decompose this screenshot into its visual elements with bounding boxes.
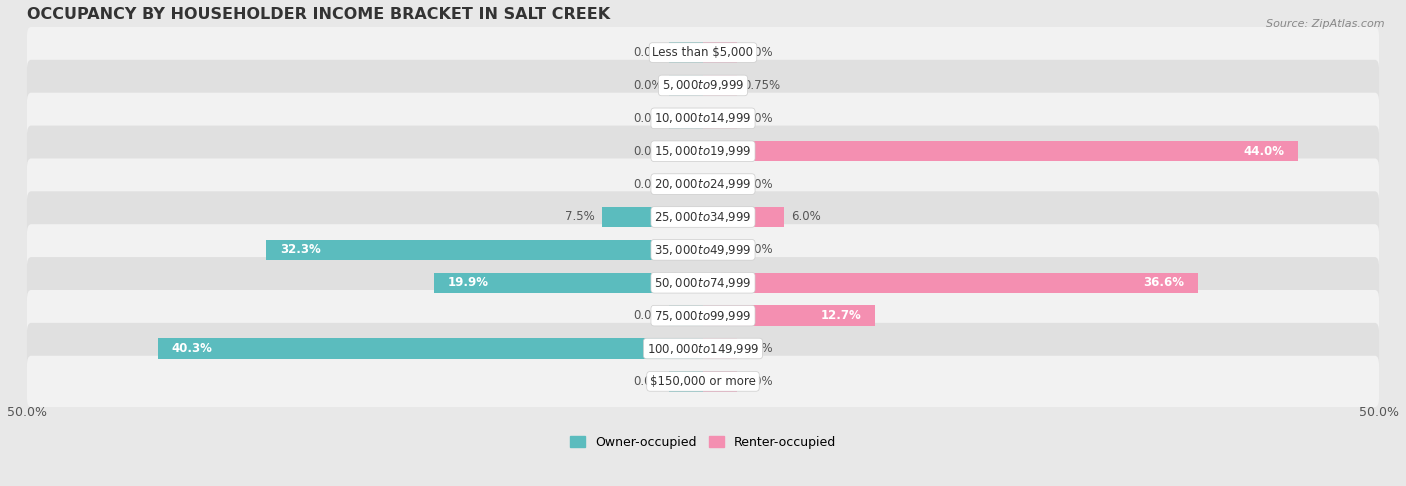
Text: 0.0%: 0.0%: [633, 112, 662, 125]
Text: 0.0%: 0.0%: [744, 243, 773, 257]
Text: 40.3%: 40.3%: [172, 342, 212, 355]
Text: $20,000 to $24,999: $20,000 to $24,999: [654, 177, 752, 191]
Text: 0.0%: 0.0%: [744, 46, 773, 59]
Text: 0.0%: 0.0%: [744, 342, 773, 355]
FancyBboxPatch shape: [27, 224, 1379, 276]
Bar: [703, 305, 875, 326]
Bar: [669, 141, 703, 161]
FancyBboxPatch shape: [27, 290, 1379, 341]
Bar: [703, 273, 1198, 293]
FancyBboxPatch shape: [27, 257, 1379, 309]
Bar: [703, 108, 737, 128]
Bar: [602, 207, 703, 227]
Bar: [669, 42, 703, 63]
Text: 0.0%: 0.0%: [633, 375, 662, 388]
Bar: [157, 338, 703, 359]
Bar: [703, 207, 785, 227]
FancyBboxPatch shape: [27, 191, 1379, 243]
FancyBboxPatch shape: [27, 323, 1379, 374]
Bar: [669, 75, 703, 96]
Bar: [703, 338, 737, 359]
Text: 0.0%: 0.0%: [744, 177, 773, 191]
FancyBboxPatch shape: [27, 27, 1379, 78]
Text: 0.0%: 0.0%: [744, 112, 773, 125]
Bar: [703, 75, 737, 96]
Bar: [703, 371, 737, 392]
Text: $25,000 to $34,999: $25,000 to $34,999: [654, 210, 752, 224]
Text: 44.0%: 44.0%: [1243, 145, 1285, 158]
Text: 0.0%: 0.0%: [633, 145, 662, 158]
Text: 19.9%: 19.9%: [447, 276, 488, 289]
Text: Less than $5,000: Less than $5,000: [652, 46, 754, 59]
Text: 12.7%: 12.7%: [821, 309, 862, 322]
Bar: [669, 371, 703, 392]
FancyBboxPatch shape: [27, 125, 1379, 177]
FancyBboxPatch shape: [27, 93, 1379, 144]
Text: $5,000 to $9,999: $5,000 to $9,999: [662, 78, 744, 92]
Text: $100,000 to $149,999: $100,000 to $149,999: [647, 342, 759, 356]
FancyBboxPatch shape: [27, 60, 1379, 111]
Legend: Owner-occupied, Renter-occupied: Owner-occupied, Renter-occupied: [565, 431, 841, 454]
Text: $150,000 or more: $150,000 or more: [650, 375, 756, 388]
Text: 6.0%: 6.0%: [792, 210, 821, 224]
Text: 0.0%: 0.0%: [633, 46, 662, 59]
Bar: [703, 141, 1298, 161]
Bar: [669, 108, 703, 128]
Text: $75,000 to $99,999: $75,000 to $99,999: [654, 309, 752, 323]
Text: 0.75%: 0.75%: [744, 79, 780, 92]
Bar: [266, 240, 703, 260]
Bar: [703, 42, 737, 63]
Bar: [434, 273, 703, 293]
Text: 32.3%: 32.3%: [280, 243, 321, 257]
FancyBboxPatch shape: [27, 158, 1379, 210]
FancyBboxPatch shape: [27, 356, 1379, 407]
Bar: [703, 174, 737, 194]
Text: OCCUPANCY BY HOUSEHOLDER INCOME BRACKET IN SALT CREEK: OCCUPANCY BY HOUSEHOLDER INCOME BRACKET …: [27, 7, 610, 22]
Text: 0.0%: 0.0%: [744, 375, 773, 388]
Text: $15,000 to $19,999: $15,000 to $19,999: [654, 144, 752, 158]
Text: $50,000 to $74,999: $50,000 to $74,999: [654, 276, 752, 290]
Text: 0.0%: 0.0%: [633, 177, 662, 191]
Text: Source: ZipAtlas.com: Source: ZipAtlas.com: [1267, 19, 1385, 30]
Text: $10,000 to $14,999: $10,000 to $14,999: [654, 111, 752, 125]
Bar: [669, 305, 703, 326]
Text: 0.0%: 0.0%: [633, 309, 662, 322]
Text: 7.5%: 7.5%: [565, 210, 595, 224]
Bar: [669, 174, 703, 194]
Text: 36.6%: 36.6%: [1143, 276, 1184, 289]
Text: 0.0%: 0.0%: [633, 79, 662, 92]
Text: $35,000 to $49,999: $35,000 to $49,999: [654, 243, 752, 257]
Bar: [703, 240, 737, 260]
